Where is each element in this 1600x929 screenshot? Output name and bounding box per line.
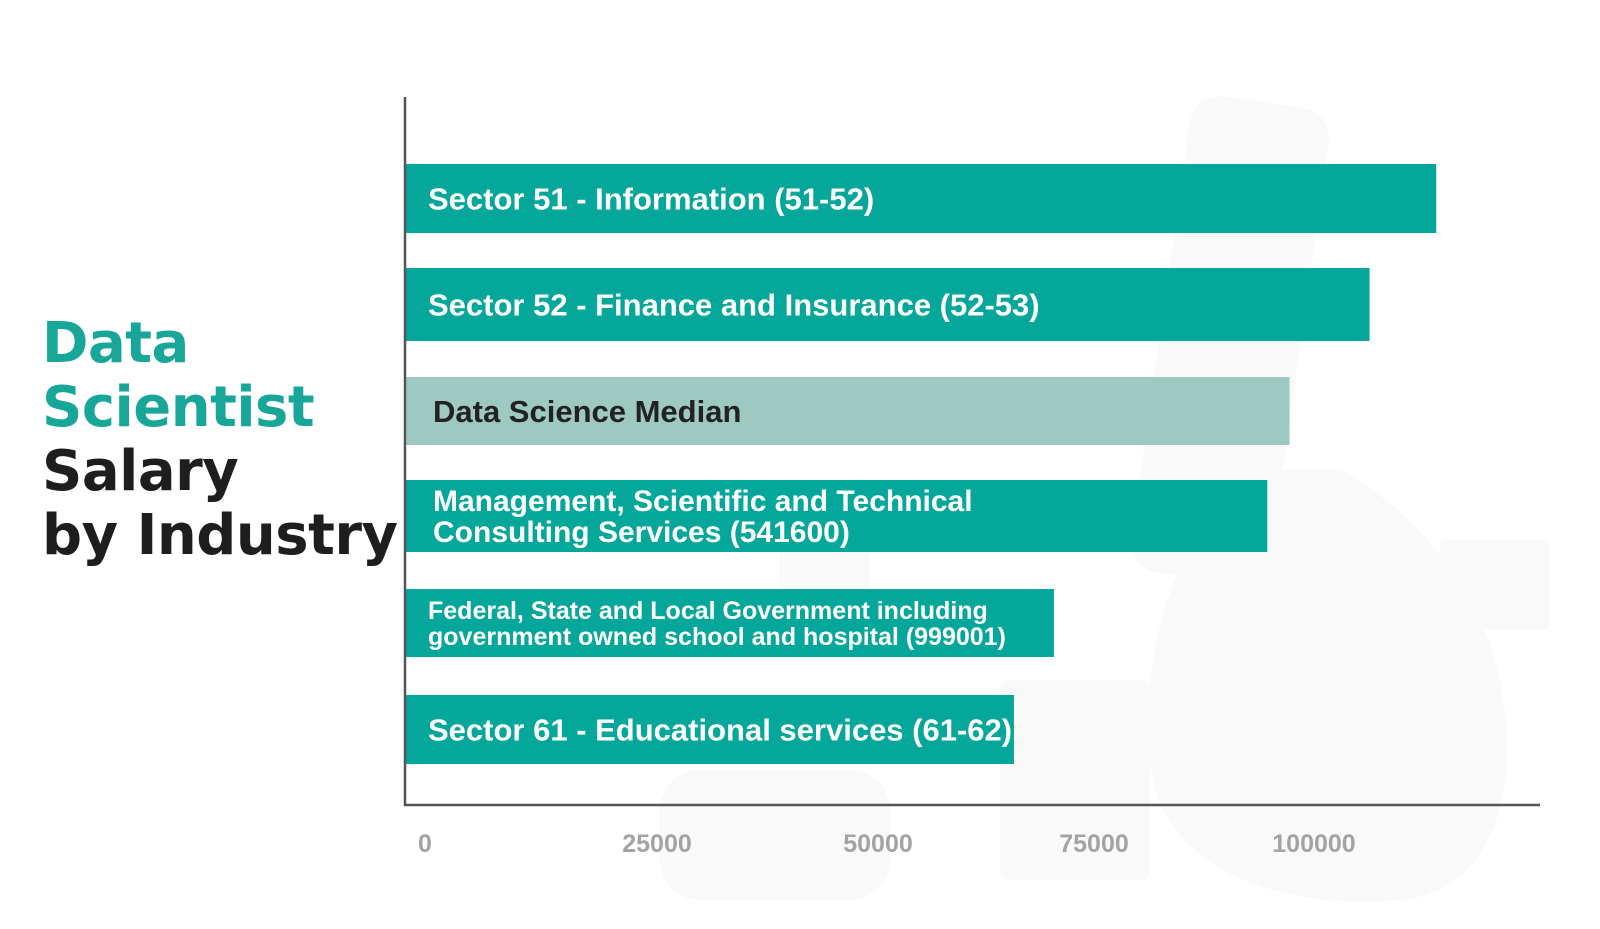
page-title: Data Scientist Salary by Industry	[42, 311, 398, 568]
bar-label-5: Federal, State and Local Government incl…	[428, 597, 1006, 651]
title-line-2: Scientist	[42, 375, 315, 440]
bar-label-line: Consulting Services (541600)	[433, 516, 850, 549]
bar-2	[406, 268, 1370, 341]
bar-label-3: Data Science Median	[433, 394, 741, 429]
bar-label-line: Sector 61 - Educational services (61-62)	[428, 712, 1012, 747]
title-line-4: by Industry	[42, 503, 398, 568]
x-tick-label: 50000	[843, 830, 913, 858]
bar-label-line: Federal, State and Local Government incl…	[428, 597, 988, 625]
dollar-icon: $	[1255, 654, 1338, 822]
bar-label-line: Sector 51 - Information (51-52)	[428, 181, 874, 216]
title-line-3: Salary	[42, 439, 239, 504]
bar-label-6: Sector 61 - Educational services (61-62)	[428, 712, 1012, 747]
bars-layer: Sector 51 - Information (51-52) Sector 52…	[406, 164, 1437, 764]
bar-label-line: Management, Scientific and Technical	[433, 485, 973, 518]
bar-label-2: Sector 52 - Finance and Insurance (52-53…	[428, 287, 1040, 322]
bar-label-1: Sector 51 - Information (51-52)	[428, 181, 874, 216]
title-line-1: Data	[42, 311, 189, 376]
x-tick-label: 75000	[1059, 830, 1129, 858]
bar-label-line: government owned school and hospital (99…	[428, 623, 1006, 651]
bar-label-line: Sector 52 - Finance and Insurance (52-53…	[428, 287, 1040, 322]
bar-1	[406, 164, 1437, 233]
bar-label-4: Management, Scientific and Technical Cons…	[433, 485, 973, 549]
ticks-layer: 0 25000 50000 75000 100000	[418, 830, 1356, 858]
bar-4	[406, 480, 1268, 552]
x-tick-label: 100000	[1272, 830, 1355, 858]
bar-label-line: Data Science Median	[433, 394, 741, 429]
x-tick-label: 0	[418, 830, 432, 858]
x-tick-label: 25000	[622, 830, 692, 858]
bar-5	[406, 589, 1054, 657]
bar-3	[406, 377, 1290, 445]
bar-6	[406, 695, 1014, 764]
